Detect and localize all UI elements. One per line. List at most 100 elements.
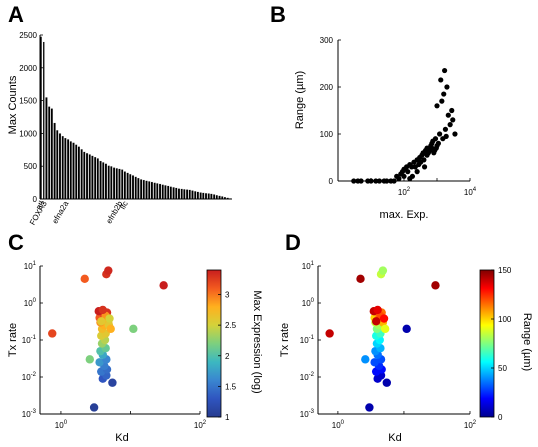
bar — [83, 151, 86, 200]
scatter-chart-b: 0 100 200 300 102 104 max. Exp. Range (µm) — [294, 36, 477, 221]
data-point — [421, 164, 428, 170]
category-label-a: lfc — [118, 200, 130, 211]
data-point — [434, 103, 440, 109]
x-axis-label-b: max. Exp. — [380, 209, 429, 221]
bar — [156, 183, 159, 200]
panel-label-a: A — [8, 2, 24, 27]
y-axis-label-d: Tx rate — [279, 323, 291, 357]
bar — [58, 133, 62, 200]
bar — [142, 179, 145, 200]
colorbar-tick-label: 2.5 — [225, 321, 237, 330]
data-point — [97, 317, 106, 326]
y-tick-label-a: 2500 — [19, 31, 37, 40]
data-point — [409, 173, 416, 179]
bar — [210, 193, 213, 200]
panel-label-d: D — [285, 230, 301, 255]
data-point — [89, 403, 99, 412]
scatter-chart-d: 10-3 10-2 10-1 100 101 100 102 Kd Tx rate 0 50… — [279, 261, 533, 444]
bar — [137, 177, 140, 200]
bar — [161, 184, 164, 200]
y-tick-label: 100 — [302, 298, 315, 308]
y-tick-label: 101 — [302, 261, 315, 271]
bar — [72, 142, 75, 200]
y-axis-label-c: Tx rate — [7, 323, 19, 357]
x-tick-label-b: 104 — [464, 187, 477, 197]
y-tick-label: 10-3 — [22, 409, 37, 419]
y-tick-label: 10-3 — [300, 409, 315, 419]
bar — [212, 194, 216, 200]
data-point — [402, 324, 411, 334]
data-point — [442, 126, 449, 132]
data-point — [432, 136, 439, 142]
x-tick-label: 102 — [464, 420, 477, 430]
data-point — [431, 281, 440, 290]
data-point — [104, 266, 113, 275]
bar — [91, 155, 94, 200]
data-point — [414, 169, 420, 175]
y-tick-label-a: 0 — [33, 195, 38, 204]
bar — [121, 169, 124, 200]
scatter-chart-c: 10-3 10-2 10-1 100 101 100 102 Kd Tx rate 1 1.… — [7, 261, 263, 444]
data-point — [129, 324, 138, 334]
colorbar-tick-label: 0 — [498, 413, 503, 422]
bar — [69, 141, 72, 200]
y-tick-label-a: 2000 — [19, 64, 37, 73]
x-tick-label: 100 — [55, 420, 68, 430]
bar — [123, 171, 127, 200]
data-point — [443, 133, 449, 139]
data-point — [382, 378, 391, 387]
data-point — [98, 305, 107, 315]
data-point — [373, 305, 382, 315]
bar — [150, 181, 154, 200]
data-point — [95, 358, 104, 367]
colorbar-tick-label: 3 — [225, 291, 230, 300]
data-point — [442, 67, 448, 74]
bar — [166, 185, 170, 200]
bar — [85, 152, 89, 200]
colorbar-label-c: Max Expression (log) — [251, 290, 263, 393]
bar — [66, 139, 70, 200]
bar — [191, 190, 194, 200]
data-point — [365, 403, 374, 412]
bar — [202, 192, 205, 200]
y-tick-label-a: 500 — [24, 162, 38, 171]
bar — [107, 165, 110, 200]
y-tick-label: 10-2 — [300, 372, 315, 382]
colorbar-tick-label: 2 — [225, 352, 230, 361]
bar — [145, 180, 148, 200]
data-point — [380, 324, 390, 334]
bar — [199, 192, 202, 200]
bar — [158, 183, 162, 200]
x-tick-label-b: 102 — [398, 187, 411, 197]
bar — [172, 187, 175, 200]
bar — [50, 108, 54, 200]
data-point — [452, 131, 458, 137]
data-point — [445, 112, 451, 118]
bar — [118, 168, 121, 200]
bar — [196, 191, 200, 200]
x-tick-label: 100 — [332, 420, 345, 430]
data-point — [405, 169, 411, 175]
bar — [188, 189, 191, 200]
bar — [80, 149, 83, 200]
data-point — [356, 274, 365, 284]
bar — [131, 175, 135, 200]
bar — [177, 188, 181, 200]
bar — [104, 163, 108, 200]
bar — [204, 192, 208, 200]
bar — [42, 41, 46, 200]
colorbar — [479, 269, 495, 418]
data-point — [370, 358, 379, 367]
data-point — [325, 329, 334, 338]
bar — [61, 135, 64, 200]
colorbar-tick-label: 50 — [498, 364, 507, 373]
data-point — [106, 324, 115, 334]
colorbar-tick-label: 1 — [225, 413, 230, 422]
bar — [207, 193, 210, 200]
bar — [129, 173, 132, 200]
bar — [194, 191, 197, 200]
bar — [53, 122, 56, 200]
data-point — [401, 173, 407, 179]
data-point — [80, 274, 89, 284]
